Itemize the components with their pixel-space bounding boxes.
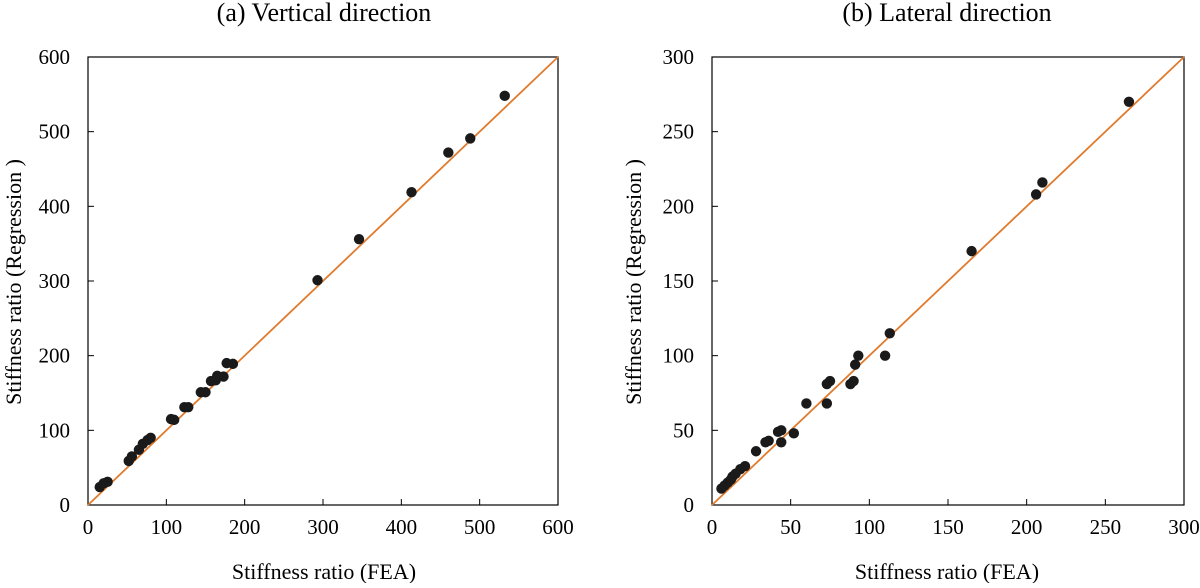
data-point	[824, 375, 836, 387]
data-point	[966, 245, 977, 257]
data-point	[443, 147, 454, 158]
data-points	[94, 90, 510, 493]
data-point	[312, 275, 323, 286]
data-point	[776, 425, 787, 436]
data-point	[218, 371, 229, 382]
x-tick-label: 500	[464, 515, 496, 539]
data-point	[406, 186, 417, 198]
data-point	[763, 435, 774, 446]
y-tick-label: 300	[39, 269, 71, 293]
y-tick-label: 50	[673, 418, 694, 442]
data-point	[879, 350, 891, 361]
data-point	[145, 432, 156, 443]
y-axis-label: Stiffness ratio (Regression )	[621, 159, 646, 405]
y-axis-label: Stiffness ratio (Regression )	[1, 159, 26, 405]
panel-lateral: (b) Lateral direction Stiffness ratio (F…	[621, 0, 1200, 584]
y-tick-label: 0	[684, 493, 695, 517]
reference-line	[87, 56, 559, 506]
chart-title: (b) Lateral direction	[842, 0, 1051, 27]
y-tick-label: 0	[60, 493, 71, 517]
data-point	[227, 358, 239, 370]
y-tick-label: 600	[39, 45, 71, 69]
data-point	[849, 359, 861, 370]
data-point	[168, 414, 180, 426]
data-point	[126, 451, 138, 462]
data-point	[884, 328, 895, 339]
x-tick-label: 600	[542, 515, 574, 539]
x-tick-label: 400	[386, 515, 418, 539]
data-point	[102, 476, 113, 488]
x-tick-label: 300	[1168, 515, 1200, 539]
data-points	[716, 96, 1135, 494]
axis-ticks: 0 100 200 300 400 500 600 0 100 200 300 400 500 600	[39, 45, 574, 539]
x-tick-label: 0	[83, 515, 94, 539]
data-point	[1123, 96, 1135, 108]
data-point	[776, 437, 787, 448]
data-point	[1037, 177, 1048, 188]
x-tick-label: 250	[1090, 515, 1122, 539]
x-tick-label: 100	[854, 515, 886, 539]
y-tick-label: 250	[663, 120, 695, 144]
data-point	[821, 398, 833, 409]
y-tick-label: 200	[663, 194, 695, 218]
data-point	[788, 428, 800, 439]
y-tick-label: 100	[39, 418, 71, 442]
data-point	[183, 401, 194, 413]
x-tick-label: 300	[307, 515, 339, 539]
data-point	[853, 350, 864, 361]
axis-ticks: 0 50 100 150 200 250 300 0 50 100 150 200 250 300	[663, 45, 1200, 539]
y-tick-label: 500	[39, 120, 71, 144]
y-tick-label: 100	[663, 344, 695, 368]
data-point	[200, 387, 211, 398]
x-axis-label: Stiffness ratio (FEA)	[855, 559, 1039, 583]
panel-vertical: (a) Vertical direction Stiffness ratio (…	[1, 0, 574, 584]
x-tick-label: 150	[932, 515, 964, 539]
y-tick-label: 150	[663, 269, 695, 293]
x-tick-label: 100	[151, 515, 183, 539]
x-axis-label: Stiffness ratio (FEA)	[232, 559, 416, 583]
x-tick-label: 0	[707, 515, 718, 539]
data-point	[801, 398, 812, 409]
data-point	[848, 375, 859, 387]
data-point	[1030, 189, 1042, 200]
data-point	[750, 446, 762, 457]
data-point	[499, 90, 510, 102]
data-point	[353, 233, 365, 245]
y-tick-label: 400	[39, 194, 71, 218]
y-tick-label: 300	[663, 45, 695, 69]
data-point	[739, 460, 751, 472]
x-tick-label: 50	[780, 515, 801, 539]
x-tick-label: 200	[229, 515, 261, 539]
x-tick-label: 200	[1011, 515, 1043, 539]
y-tick-label: 200	[39, 344, 71, 368]
chart-title: (a) Vertical direction	[217, 0, 432, 27]
data-point	[465, 133, 476, 144]
